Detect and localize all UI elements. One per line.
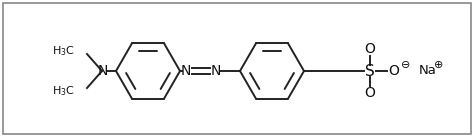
Text: N: N — [98, 64, 108, 78]
Text: O: O — [389, 64, 400, 78]
Text: Na: Na — [419, 65, 437, 78]
Text: O: O — [365, 86, 375, 100]
Text: $\ominus$: $\ominus$ — [400, 58, 410, 69]
Text: N: N — [181, 64, 191, 78]
Text: N: N — [211, 64, 221, 78]
Text: $\oplus$: $\oplus$ — [433, 58, 443, 69]
Text: S: S — [365, 64, 375, 79]
Text: $\mathsf{H_3C}$: $\mathsf{H_3C}$ — [52, 84, 75, 98]
Text: $\mathsf{H_3C}$: $\mathsf{H_3C}$ — [52, 44, 75, 58]
Text: O: O — [365, 42, 375, 56]
